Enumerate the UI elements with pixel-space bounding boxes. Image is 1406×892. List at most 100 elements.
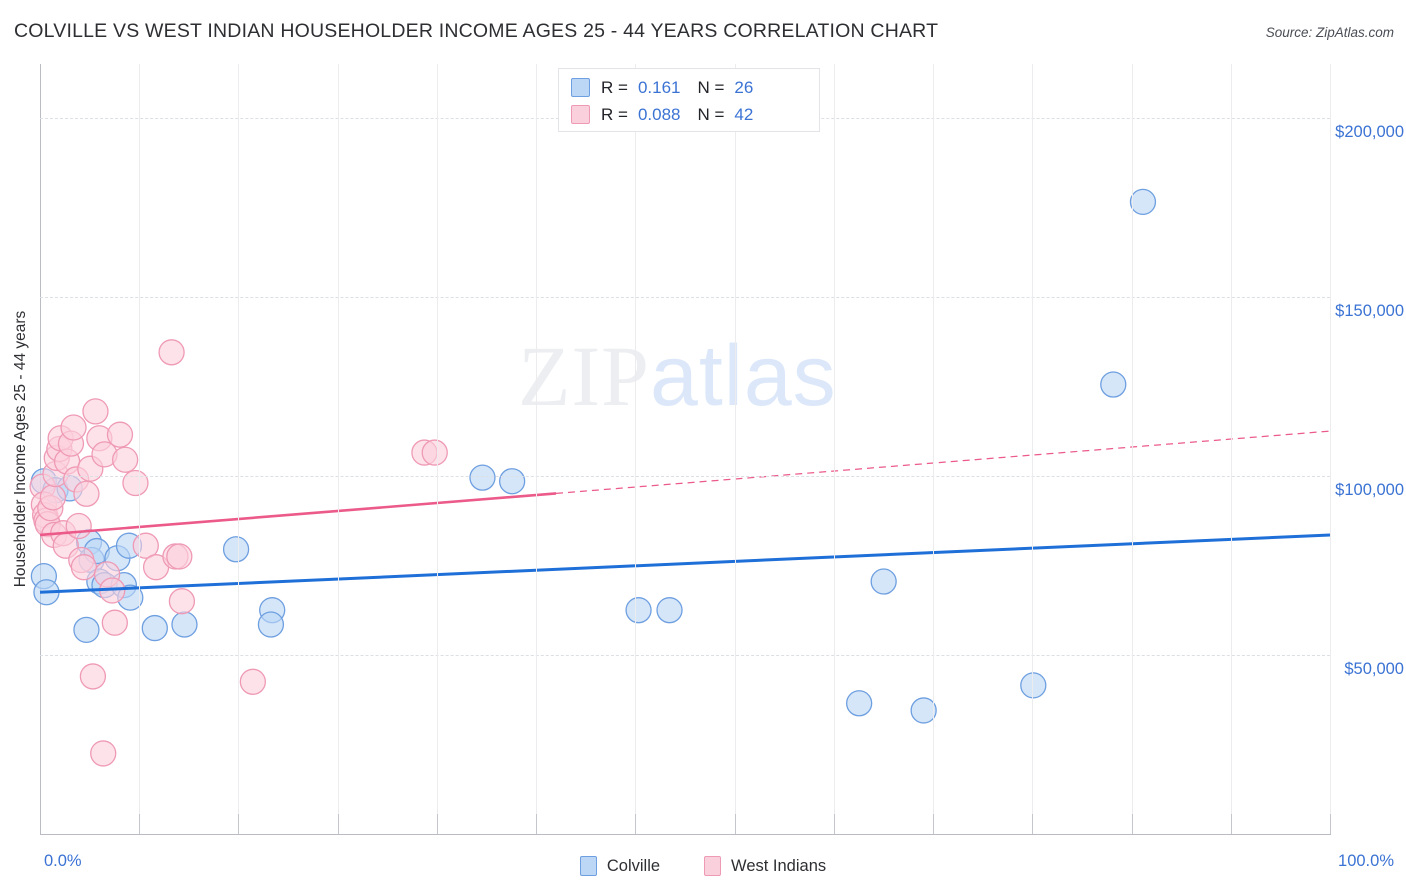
stats-n-label-colville: N =	[697, 77, 725, 97]
data-point[interactable]	[111, 446, 139, 473]
stats-row-west-indians: R = 0.088 N = 42	[571, 101, 809, 128]
x-axis-min-label: 0.0%	[44, 852, 82, 870]
data-point[interactable]	[239, 668, 267, 695]
stats-r-value-west-indians: 0.088	[637, 104, 681, 124]
plot-area: ZIPatlas	[29, 64, 1331, 834]
legend-item-colville[interactable]: Colville	[579, 856, 661, 876]
data-point[interactable]	[106, 421, 134, 448]
stats-n-value-west-indians: 42	[734, 104, 754, 124]
data-point[interactable]	[656, 597, 683, 624]
x-axis-tickmark	[734, 814, 736, 834]
x-axis-line	[40, 834, 1331, 835]
stats-n-label-west-indians: N =	[697, 104, 725, 124]
x-axis-tickmark	[1230, 814, 1232, 834]
scatter-layer	[29, 188, 1331, 767]
data-point[interactable]	[82, 398, 109, 425]
stats-r-label-west-indians: R =	[601, 104, 628, 124]
trendline-west-indians-dashed	[555, 430, 1331, 495]
x-axis-tickmark	[238, 814, 240, 834]
page-title: COLVILLE VS WEST INDIAN HOUSEHOLDER INCO…	[14, 20, 939, 42]
x-gridline	[238, 64, 240, 834]
legend-label-west-indians: West Indians	[731, 856, 827, 875]
data-point[interactable]	[141, 614, 168, 642]
x-gridline	[536, 64, 538, 834]
x-axis-tickmark	[1131, 814, 1133, 834]
x-gridline	[1330, 64, 1331, 834]
stats-swatch-colville	[571, 78, 590, 97]
y-axis-title-wrap: Householder Income Ages 25 - 44 years	[12, 64, 40, 834]
data-point[interactable]	[171, 611, 198, 638]
data-point[interactable]	[90, 740, 117, 767]
y-axis-label: $100,000	[1335, 480, 1404, 499]
data-point[interactable]	[1129, 188, 1157, 216]
x-axis-tickmark	[635, 814, 637, 834]
x-gridline	[337, 64, 339, 834]
x-axis-tickmark	[536, 814, 538, 834]
y-axis-label: $50,000	[1344, 659, 1404, 678]
x-gridline	[635, 64, 637, 834]
x-gridline	[139, 64, 141, 834]
x-gridline	[933, 64, 935, 834]
data-point[interactable]	[1020, 672, 1047, 699]
trendline-west-indians-solid	[39, 492, 557, 537]
data-point[interactable]	[65, 512, 92, 540]
legend-item-west-indians[interactable]: West Indians	[704, 856, 826, 876]
data-point[interactable]	[625, 597, 652, 624]
series-west-indians	[29, 339, 448, 767]
y-axis-label: $150,000	[1335, 301, 1404, 320]
data-point[interactable]	[60, 414, 87, 441]
stats-r-label-colville: R =	[601, 77, 628, 97]
x-axis-tickmark	[1032, 814, 1034, 834]
y-axis-title: Householder Income Ages 25 - 44 years	[12, 310, 29, 588]
data-point[interactable]	[222, 536, 250, 563]
x-axis-tickmark	[436, 814, 438, 834]
data-point[interactable]	[73, 616, 100, 644]
x-gridline	[436, 64, 438, 834]
correlation-stats-box: R = 0.161 N = 26 R = 0.088 N = 42	[558, 68, 820, 132]
x-axis-tickmark	[933, 814, 935, 834]
gridline	[40, 654, 1330, 656]
data-point[interactable]	[910, 697, 937, 724]
data-point[interactable]	[79, 663, 107, 690]
legend-swatch-colville	[579, 856, 597, 876]
data-point[interactable]	[166, 543, 193, 570]
x-gridline	[833, 64, 835, 834]
x-axis-tickmark	[337, 814, 339, 834]
trendline-colville	[39, 533, 1331, 594]
data-point[interactable]	[101, 609, 128, 636]
series-colville	[30, 188, 1157, 724]
data-point[interactable]	[870, 568, 897, 595]
data-point[interactable]	[158, 339, 185, 366]
data-point[interactable]	[1100, 371, 1127, 398]
stats-swatch-west-indians	[571, 105, 590, 124]
y-axis-label: $200,000	[1335, 122, 1404, 141]
series-legend: Colville West Indians	[0, 850, 1406, 882]
source-label: Source: ZipAtlas.com	[1265, 25, 1394, 40]
x-gridline	[1032, 64, 1034, 834]
stats-n-value-colville: 26	[734, 77, 754, 97]
data-point[interactable]	[168, 588, 196, 615]
stats-row-colville: R = 0.161 N = 26	[571, 74, 809, 101]
data-point[interactable]	[39, 484, 67, 511]
data-point[interactable]	[846, 690, 873, 717]
data-point[interactable]	[70, 554, 98, 581]
x-axis-tickmark	[833, 814, 835, 834]
gridline	[40, 296, 1330, 298]
data-point[interactable]	[122, 469, 149, 497]
data-point[interactable]	[421, 439, 448, 466]
x-gridline	[734, 64, 736, 834]
stats-r-value-colville: 0.161	[637, 77, 681, 97]
legend-label-colville: Colville	[606, 856, 661, 875]
data-point[interactable]	[469, 464, 496, 491]
gridline	[40, 475, 1330, 477]
data-point[interactable]	[257, 611, 285, 638]
y-axis-line	[40, 64, 41, 834]
data-point[interactable]	[498, 468, 526, 495]
x-axis-max-label: 100.0%	[1338, 852, 1394, 870]
x-gridline	[1230, 64, 1232, 834]
data-point[interactable]	[73, 480, 100, 507]
x-gridline	[1131, 64, 1133, 834]
x-axis-tickmark	[1330, 814, 1331, 834]
x-axis-tickmark	[139, 814, 141, 834]
